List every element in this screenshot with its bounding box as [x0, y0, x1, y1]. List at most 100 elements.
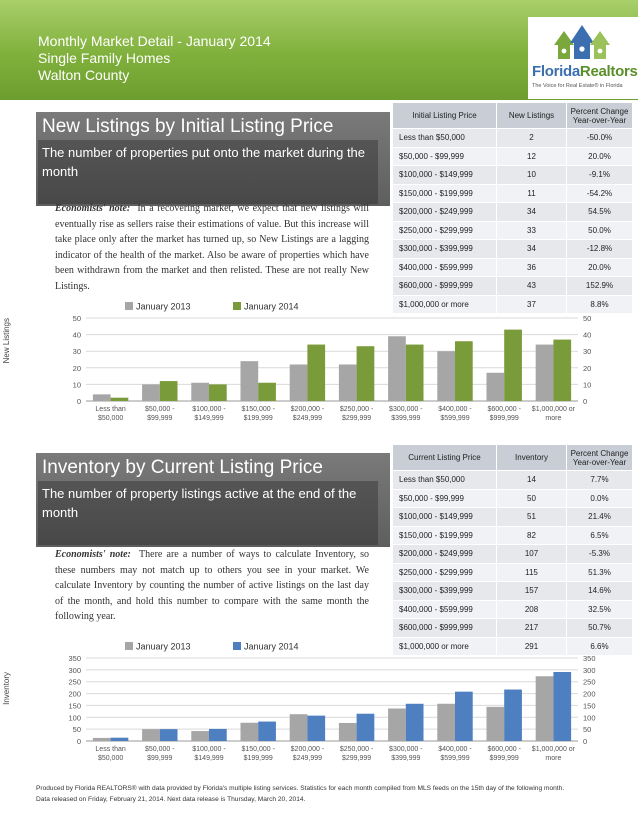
x-tick-label: $250,000 -$299,999: [340, 746, 374, 762]
table-cell-change: 0.0%: [566, 488, 633, 508]
inventory-col-count: Inventory: [496, 444, 567, 471]
bar-2014: [356, 346, 375, 401]
y-tick-label-left: 50: [73, 725, 81, 734]
table-cell-price: $250,000 - $299,999: [392, 220, 497, 240]
bar-2014: [159, 729, 178, 741]
y-tick-label-right: 50: [583, 314, 591, 323]
table-cell-count: 82: [496, 525, 567, 545]
listings-section-title: New Listings by Initial Listing Price: [42, 116, 334, 137]
table-row: $150,000 - $199,999 11 -54.2%: [392, 183, 633, 203]
table-cell-count: 34: [496, 239, 567, 259]
table-row: $50,000 - $99,999 50 0.0%: [392, 488, 633, 508]
brand-name-florida: Florida: [532, 63, 580, 80]
bar-2013: [191, 382, 209, 401]
table-cell-price: Less than $50,000: [392, 128, 497, 148]
x-tick-label: $200,000 -$249,999: [291, 746, 325, 762]
x-tick-label: $300,000 -$399,999: [389, 406, 423, 422]
table-cell-count: 2: [496, 128, 567, 148]
listings-economists-note: Economists' note: In a recovering market…: [55, 201, 369, 294]
table-row: Less than $50,000 2 -50.0%: [392, 128, 633, 148]
table-cell-price: $150,000 - $199,999: [392, 183, 497, 203]
inventory-table: Current Listing Price Inventory Percent …: [392, 444, 633, 656]
table-cell-change: 6.6%: [566, 636, 633, 656]
table-row: $600,000 - $999,999 43 152.9%: [392, 276, 633, 296]
bar-2013: [486, 372, 505, 401]
y-tick-label-left: 10: [73, 380, 81, 389]
table-row: $200,000 - $249,999 34 54.5%: [392, 202, 633, 222]
houses-people-icon: [554, 25, 610, 59]
bar-2013: [437, 351, 455, 401]
table-cell-count: 37: [496, 294, 567, 314]
bar-2013: [240, 361, 259, 401]
y-tick-label-right: 350: [583, 654, 596, 663]
bar-2014: [258, 382, 276, 401]
bar-2013: [388, 708, 406, 741]
table-cell-price: $100,000 - $149,999: [392, 165, 497, 185]
report-header: Monthly Market Detail - January 2014 Sin…: [0, 0, 638, 100]
y-tick-label-left: 350: [68, 654, 81, 663]
table-row: $100,000 - $149,999 51 21.4%: [392, 507, 633, 527]
florida-realtors-logo: FloridaRealtors The Voice for Real Estat…: [528, 17, 638, 99]
inventory-section-header: Inventory by Current Listing Price The n…: [36, 453, 390, 547]
table-cell-count: 11: [496, 183, 567, 203]
table-cell-count: 217: [496, 618, 567, 638]
x-tick-label: Less than $50,000: [95, 406, 125, 422]
y-tick-label-right: 300: [583, 666, 596, 675]
y-tick-label-right: 30: [583, 347, 591, 356]
bar-2014: [405, 703, 424, 741]
table-cell-count: 157: [496, 581, 567, 601]
table-cell-count: 14: [496, 470, 567, 490]
footer-line-2: Data released on Friday, February 21, 20…: [36, 796, 306, 803]
inventory-col-price: Current Listing Price: [392, 444, 497, 471]
inventory-bar-chart: January 2013 January 2014 0 0 50 50 100 100 150 1…: [68, 642, 596, 763]
inventory-economists-note: Economists' note: There are a number of …: [55, 547, 369, 625]
y-tick-label-left: 100: [68, 713, 81, 722]
table-cell-count: 208: [496, 599, 567, 619]
table-cell-change: 152.9%: [566, 276, 633, 296]
table-cell-count: 12: [496, 146, 567, 166]
bar-2013: [240, 722, 259, 741]
bar-2014: [356, 713, 375, 741]
inventory-note-text: There are a number of ways to calculate …: [55, 549, 369, 622]
table-cell-change: 54.5%: [566, 202, 633, 222]
bar-2014: [455, 691, 473, 741]
x-tick-label: $1,000,000 or more: [532, 406, 576, 422]
bar-2013: [289, 714, 308, 741]
legend-label: January 2013: [136, 302, 191, 312]
bar-2014: [110, 397, 129, 401]
x-tick-label: $1,000,000 or more: [532, 746, 576, 762]
y-tick-label-right: 200: [583, 690, 596, 699]
bar-2014: [405, 344, 424, 401]
table-cell-price: $1,000,000 or more: [392, 636, 497, 656]
legend-swatch: [125, 642, 133, 650]
y-tick-label-left: 150: [68, 701, 81, 710]
table-cell-count: 36: [496, 257, 567, 277]
inventory-section-subtitle: The number of property listings active a…: [38, 481, 378, 545]
report-title-line-1: Monthly Market Detail - January 2014: [38, 33, 271, 49]
x-tick-label: $300,000 -$399,999: [389, 746, 423, 762]
bar-2013: [388, 336, 406, 401]
table-row: $250,000 - $299,999 115 51.3%: [392, 562, 633, 582]
table-row: $250,000 - $299,999 33 50.0%: [392, 220, 633, 240]
table-cell-price: $200,000 - $249,999: [392, 202, 497, 222]
listings-bar-chart: January 2013 January 2014 0 0 10 10 20 20 30 30 40…: [73, 302, 592, 423]
report-title-line-2: Single Family Homes: [38, 50, 171, 66]
table-cell-change: -9.1%: [566, 165, 633, 185]
legend-swatch: [233, 642, 241, 650]
table-cell-change: -50.0%: [566, 128, 633, 148]
table-cell-price: $400,000 - $599,999: [392, 599, 497, 619]
table-row: $300,000 - $399,999 34 -12.8%: [392, 239, 633, 259]
table-header-row: Current Listing Price Inventory Percent …: [392, 444, 633, 471]
y-tick-label-left: 20: [73, 364, 81, 373]
y-tick-label-left: 40: [73, 331, 81, 340]
inventory-section-title: Inventory by Current Listing Price: [42, 457, 323, 478]
table-cell-price: $300,000 - $399,999: [392, 239, 497, 259]
x-tick-label: $100,000 -$149,999: [192, 746, 226, 762]
bar-2014: [209, 728, 227, 741]
x-tick-label: $150,000 -$199,999: [241, 746, 275, 762]
report-title: Monthly Market Detail - January 2014 Sin…: [38, 33, 271, 84]
bar-2013: [486, 706, 505, 741]
y-tick-label-right: 50: [583, 725, 591, 734]
bar-2013: [289, 364, 308, 401]
y-tick-label-left: 300: [68, 666, 81, 675]
